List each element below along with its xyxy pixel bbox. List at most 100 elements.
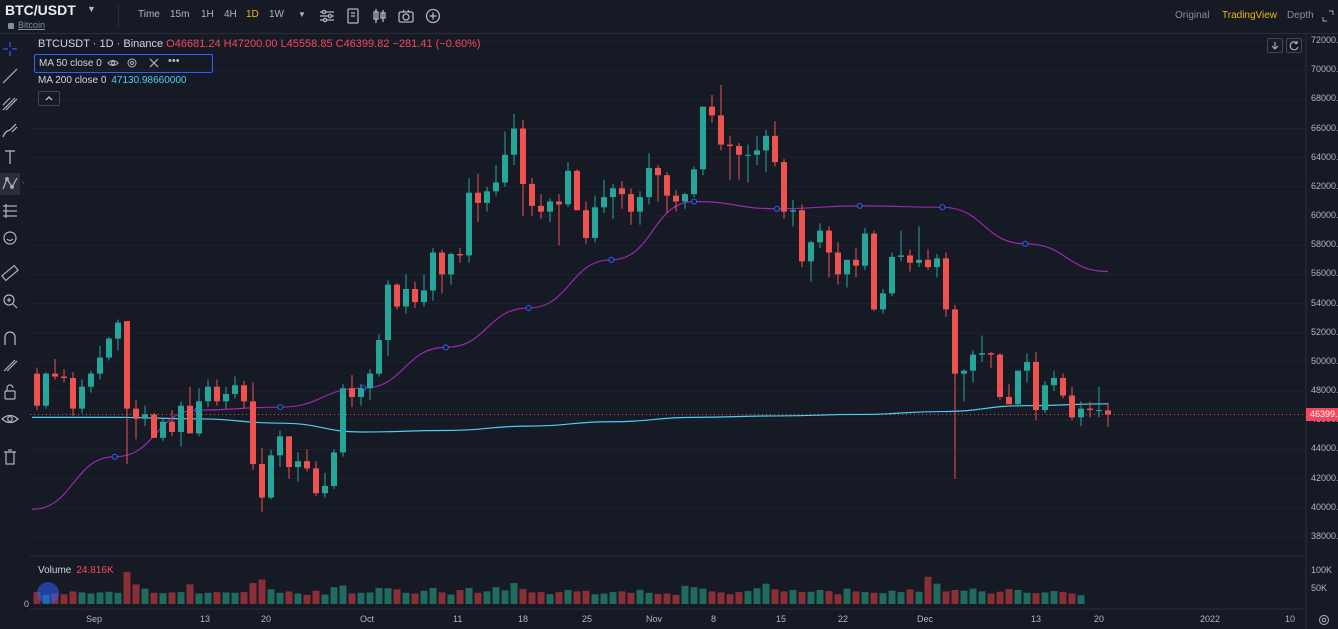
remove-drawings-tool[interactable] xyxy=(0,446,20,468)
candle-body xyxy=(1006,396,1012,405)
lock-drawings-tool[interactable] xyxy=(0,381,20,403)
volume-bar xyxy=(1032,593,1040,604)
pattern-more-caret-icon[interactable]: › xyxy=(22,180,25,187)
timeframe-1w[interactable]: 1W xyxy=(269,9,284,20)
price-tick-label: 52000.00 xyxy=(1311,326,1338,337)
candle-body xyxy=(520,128,526,184)
ma50-legend-row[interactable]: MA 50 close 0 ••• xyxy=(34,54,213,73)
volume-bar xyxy=(699,588,707,604)
collapse-legend-button[interactable] xyxy=(38,91,60,106)
settings-gear-icon[interactable] xyxy=(1317,613,1331,627)
timeframe-4h[interactable]: 4H xyxy=(224,9,237,20)
brush-tool[interactable] xyxy=(0,119,20,141)
candle-body xyxy=(1087,408,1093,411)
candle-body xyxy=(673,195,679,202)
volume-bar xyxy=(357,592,365,604)
volume-bar xyxy=(267,589,275,604)
ruler-tool[interactable] xyxy=(0,262,20,284)
candle-body xyxy=(142,414,148,419)
zoom-tool[interactable] xyxy=(0,290,20,312)
hide-drawings-tool[interactable] xyxy=(0,408,20,430)
timeframe-15m[interactable]: 15m xyxy=(170,9,190,20)
crosshair-tool[interactable] xyxy=(0,38,20,60)
candle-body xyxy=(151,414,157,438)
timeframe-1d[interactable]: 1D xyxy=(246,9,259,20)
volume-bar xyxy=(762,583,770,604)
timeframe-more-caret-icon[interactable]: ▼ xyxy=(298,10,306,19)
candle-body xyxy=(844,259,850,275)
volume-bar xyxy=(411,593,419,604)
ma200-line xyxy=(32,403,1109,433)
price-tick-label: 44000.00 xyxy=(1311,443,1338,454)
candle-body xyxy=(763,135,769,151)
timeframe-1h[interactable]: 1H xyxy=(201,9,214,20)
candle-body xyxy=(457,253,463,256)
view-tab-depth[interactable]: Depth xyxy=(1287,10,1314,21)
magnet-tool[interactable] xyxy=(0,327,20,349)
candle-body xyxy=(880,293,886,310)
volume-bar xyxy=(744,591,752,604)
volume-bar xyxy=(789,590,797,604)
prediction-tool[interactable] xyxy=(0,200,20,222)
expand-icon[interactable] xyxy=(1322,10,1334,22)
stay-drawing-tool[interactable] xyxy=(0,354,20,376)
volume-bar xyxy=(1014,590,1022,604)
timeframe-time[interactable]: Time xyxy=(138,9,160,20)
fib-tool[interactable] xyxy=(0,92,20,114)
price-tick-label: 54000.00 xyxy=(1311,297,1338,308)
volume-bar xyxy=(1050,591,1058,604)
view-tab-original[interactable]: Original xyxy=(1175,10,1210,21)
pattern-tool[interactable] xyxy=(0,173,20,195)
screenshot-camera-icon[interactable] xyxy=(397,7,415,25)
add-indicator-plus-icon[interactable] xyxy=(424,7,442,25)
gear-icon[interactable] xyxy=(126,57,138,69)
text-tool[interactable] xyxy=(0,146,20,168)
time-tick-label: 25 xyxy=(582,614,593,624)
candle-body xyxy=(61,376,67,378)
volume-tick-label: 0 xyxy=(24,599,30,609)
candle-body xyxy=(97,357,103,374)
candle-body xyxy=(754,150,760,155)
pencil-lock-icon xyxy=(3,359,18,372)
chart-type-candles-icon[interactable] xyxy=(371,7,389,25)
ma50-line xyxy=(31,198,1109,510)
price-tick-label: 50000.00 xyxy=(1311,355,1338,366)
volume-bar xyxy=(1059,592,1067,604)
last-price-tag: 46399. xyxy=(1306,408,1338,421)
ma200-legend-row[interactable]: MA 200 close 0 47130.98660000 xyxy=(38,75,186,86)
view-tab-tradingview[interactable]: TradingView xyxy=(1222,10,1278,21)
toolbar-divider xyxy=(118,4,119,28)
volume-bar xyxy=(168,592,176,604)
emoji-tool[interactable] xyxy=(0,227,20,249)
candle-body xyxy=(376,340,382,374)
close-icon[interactable] xyxy=(148,57,160,69)
trend-line-tool[interactable] xyxy=(0,65,20,87)
symbol-title[interactable]: BTC/USDT xyxy=(5,2,76,18)
more-options-icon[interactable]: ••• xyxy=(168,55,180,67)
volume-bar xyxy=(582,590,590,604)
ma-point xyxy=(111,453,118,460)
template-icon[interactable] xyxy=(344,7,362,25)
indicator-settings-icon[interactable] xyxy=(318,7,336,25)
time-tick-label: Nov xyxy=(646,614,663,624)
candle-body xyxy=(241,385,247,402)
candle-body xyxy=(988,353,994,355)
volume-bar xyxy=(141,588,149,604)
scroll-down-button[interactable] xyxy=(1267,38,1283,53)
candle-body xyxy=(691,169,697,195)
candle-body xyxy=(367,373,373,389)
ma200-label: MA 200 close 0 xyxy=(38,75,107,86)
time-tick-label: 10 xyxy=(1285,614,1296,624)
price-tick-label: 62000.00 xyxy=(1311,180,1338,191)
candle-body xyxy=(943,258,949,310)
eye-icon[interactable] xyxy=(107,57,119,69)
symbol-subname[interactable]: Bitcoin xyxy=(8,20,45,30)
price-tick-label: 70000.00 xyxy=(1311,64,1338,75)
volume-bar xyxy=(1023,592,1031,604)
symbol-dropdown-caret-icon[interactable]: ▼ xyxy=(87,4,96,14)
volume-bar xyxy=(780,591,788,604)
candle-body xyxy=(403,289,409,307)
reset-chart-button[interactable] xyxy=(1286,38,1302,53)
candle-body xyxy=(556,201,562,205)
